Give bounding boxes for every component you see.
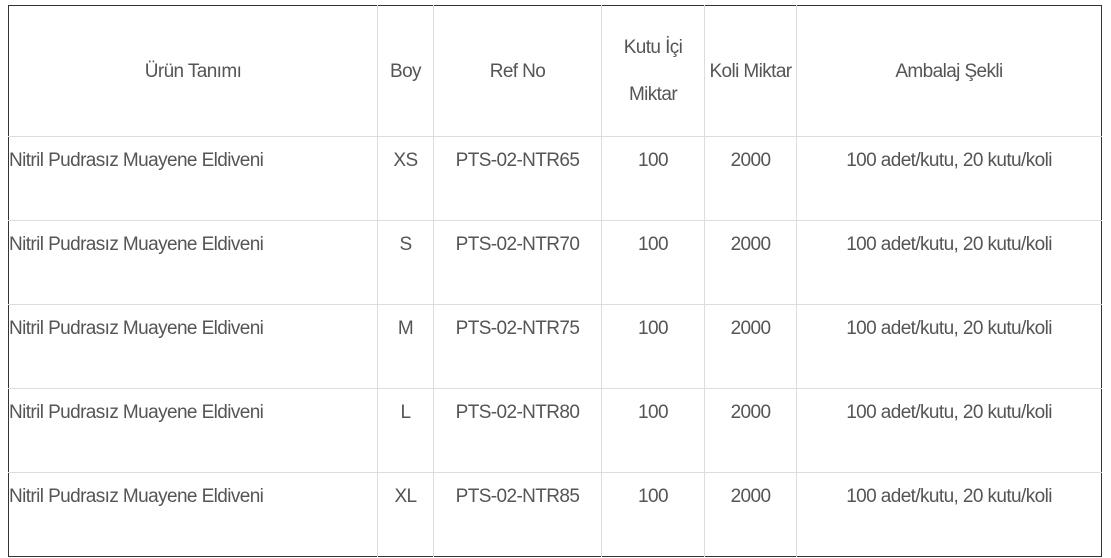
cell-kutu-ici-miktar: 100	[601, 388, 705, 473]
cell-ambalaj-sekli: 100 adet/kutu, 20 kutu/koli	[796, 388, 1102, 473]
cell-ref-no: PTS-02-NTR80	[433, 388, 602, 473]
cell-ambalaj-sekli: 100 adet/kutu, 20 kutu/koli	[796, 472, 1102, 557]
cell-boy: L	[377, 388, 434, 473]
cell-ambalaj-sekli: 100 adet/kutu, 20 kutu/koli	[796, 220, 1102, 305]
cell-koli-miktar: 2000	[704, 304, 797, 389]
cell-ref-no: PTS-02-NTR85	[433, 472, 602, 557]
table-row: Nitril Pudrasız Muayene Eldiveni XL PTS-02…	[8, 472, 1102, 557]
cell-boy: S	[377, 220, 434, 305]
cell-urun-tanimi: Nitril Pudrasız Muayene Eldiveni	[8, 388, 378, 473]
cell-urun-tanimi: Nitril Pudrasız Muayene Eldiveni	[8, 472, 378, 557]
cell-kutu-ici-miktar: 100	[601, 220, 705, 305]
header-boy: Boy	[377, 5, 434, 137]
cell-ref-no: PTS-02-NTR65	[433, 136, 602, 221]
cell-urun-tanimi: Nitril Pudrasız Muayene Eldiveni	[8, 304, 378, 389]
product-table: Ürün Tanımı Boy Ref No Kutu İçi Miktar K…	[8, 5, 1102, 557]
header-kutu-ici-miktar: Kutu İçi Miktar	[601, 5, 705, 137]
cell-koli-miktar: 2000	[704, 136, 797, 221]
cell-koli-miktar: 2000	[704, 220, 797, 305]
table-row: Nitril Pudrasız Muayene Eldiveni M PTS-02-…	[8, 304, 1102, 389]
cell-kutu-ici-miktar: 100	[601, 136, 705, 221]
header-row: Ürün Tanımı Boy Ref No Kutu İçi Miktar K…	[8, 5, 1102, 137]
cell-ref-no: PTS-02-NTR70	[433, 220, 602, 305]
header-ambalaj-sekli: Ambalaj Şekli	[796, 5, 1102, 137]
cell-koli-miktar: 2000	[704, 388, 797, 473]
cell-ambalaj-sekli: 100 adet/kutu, 20 kutu/koli	[796, 304, 1102, 389]
header-ref-no: Ref No	[433, 5, 602, 137]
header-urun-tanimi: Ürün Tanımı	[8, 5, 378, 137]
header-koli-miktar: Koli Miktar	[704, 5, 797, 137]
cell-boy: XS	[377, 136, 434, 221]
cell-kutu-ici-miktar: 100	[601, 472, 705, 557]
cell-urun-tanimi: Nitril Pudrasız Muayene Eldiveni	[8, 136, 378, 221]
cell-boy: M	[377, 304, 434, 389]
cell-urun-tanimi: Nitril Pudrasız Muayene Eldiveni	[8, 220, 378, 305]
table-row: Nitril Pudrasız Muayene Eldiveni L PTS-02-…	[8, 388, 1102, 473]
cell-ref-no: PTS-02-NTR75	[433, 304, 602, 389]
table-row: Nitril Pudrasız Muayene Eldiveni XS PTS-02…	[8, 136, 1102, 221]
cell-boy: XL	[377, 472, 434, 557]
cell-koli-miktar: 2000	[704, 472, 797, 557]
table-row: Nitril Pudrasız Muayene Eldiveni S PTS-02-…	[8, 220, 1102, 305]
cell-kutu-ici-miktar: 100	[601, 304, 705, 389]
cell-ambalaj-sekli: 100 adet/kutu, 20 kutu/koli	[796, 136, 1102, 221]
